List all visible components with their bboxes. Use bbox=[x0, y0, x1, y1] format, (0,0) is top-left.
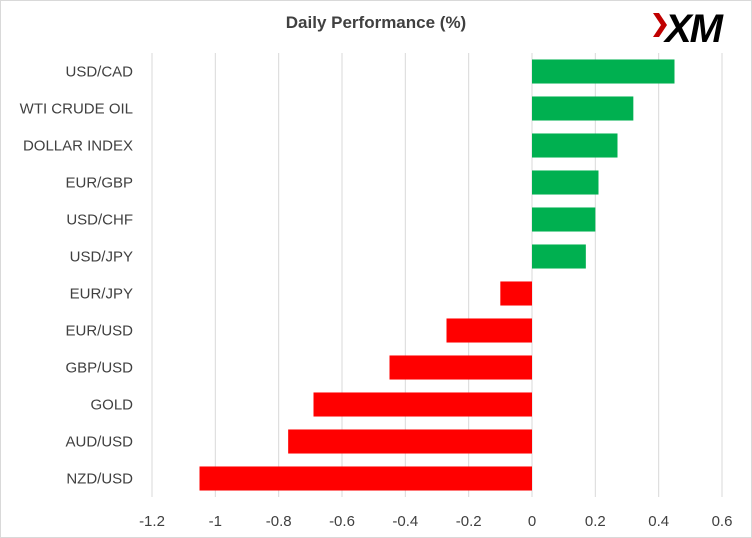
x-tick-label: -0.2 bbox=[456, 513, 482, 530]
x-tick-label: -1.2 bbox=[139, 513, 165, 530]
bar bbox=[532, 170, 599, 195]
bar bbox=[532, 96, 634, 121]
category-label: DOLLAR INDEX bbox=[23, 138, 133, 155]
category-label: NZD/USD bbox=[66, 471, 133, 488]
category-label: USD/CAD bbox=[65, 64, 133, 81]
bar bbox=[199, 466, 532, 491]
category-label: EUR/GBP bbox=[65, 175, 133, 192]
bar bbox=[532, 133, 618, 158]
xm-logo: XM bbox=[653, 7, 727, 49]
x-tick-label: -0.8 bbox=[266, 513, 292, 530]
category-label: GBP/USD bbox=[65, 360, 133, 377]
category-label: EUR/JPY bbox=[70, 286, 133, 303]
x-tick-label: 0.2 bbox=[585, 513, 606, 530]
x-tick-label: 0.6 bbox=[712, 513, 733, 530]
bar bbox=[500, 281, 532, 306]
bar bbox=[313, 392, 532, 417]
category-label: AUD/USD bbox=[65, 434, 133, 451]
category-label: USD/CHF bbox=[66, 212, 133, 229]
bar bbox=[288, 429, 532, 454]
bar bbox=[446, 318, 532, 343]
category-label: USD/JPY bbox=[70, 249, 133, 266]
bar bbox=[532, 244, 586, 269]
bar bbox=[532, 59, 675, 84]
x-tick-label: 0.4 bbox=[648, 513, 669, 530]
category-label: WTI CRUDE OIL bbox=[20, 101, 133, 118]
logo-red-chevron bbox=[653, 13, 667, 37]
x-tick-label: -0.4 bbox=[392, 513, 418, 530]
x-tick-label: -0.6 bbox=[329, 513, 355, 530]
x-tick-label: 0 bbox=[528, 513, 536, 530]
bar bbox=[389, 355, 532, 380]
category-label: GOLD bbox=[90, 397, 133, 414]
bar bbox=[532, 207, 596, 232]
chart-title: Daily Performance (%) bbox=[285, 13, 467, 32]
logo-text: XM bbox=[663, 7, 725, 49]
category-label: EUR/USD bbox=[65, 323, 133, 340]
x-tick-label: -1 bbox=[209, 513, 222, 530]
